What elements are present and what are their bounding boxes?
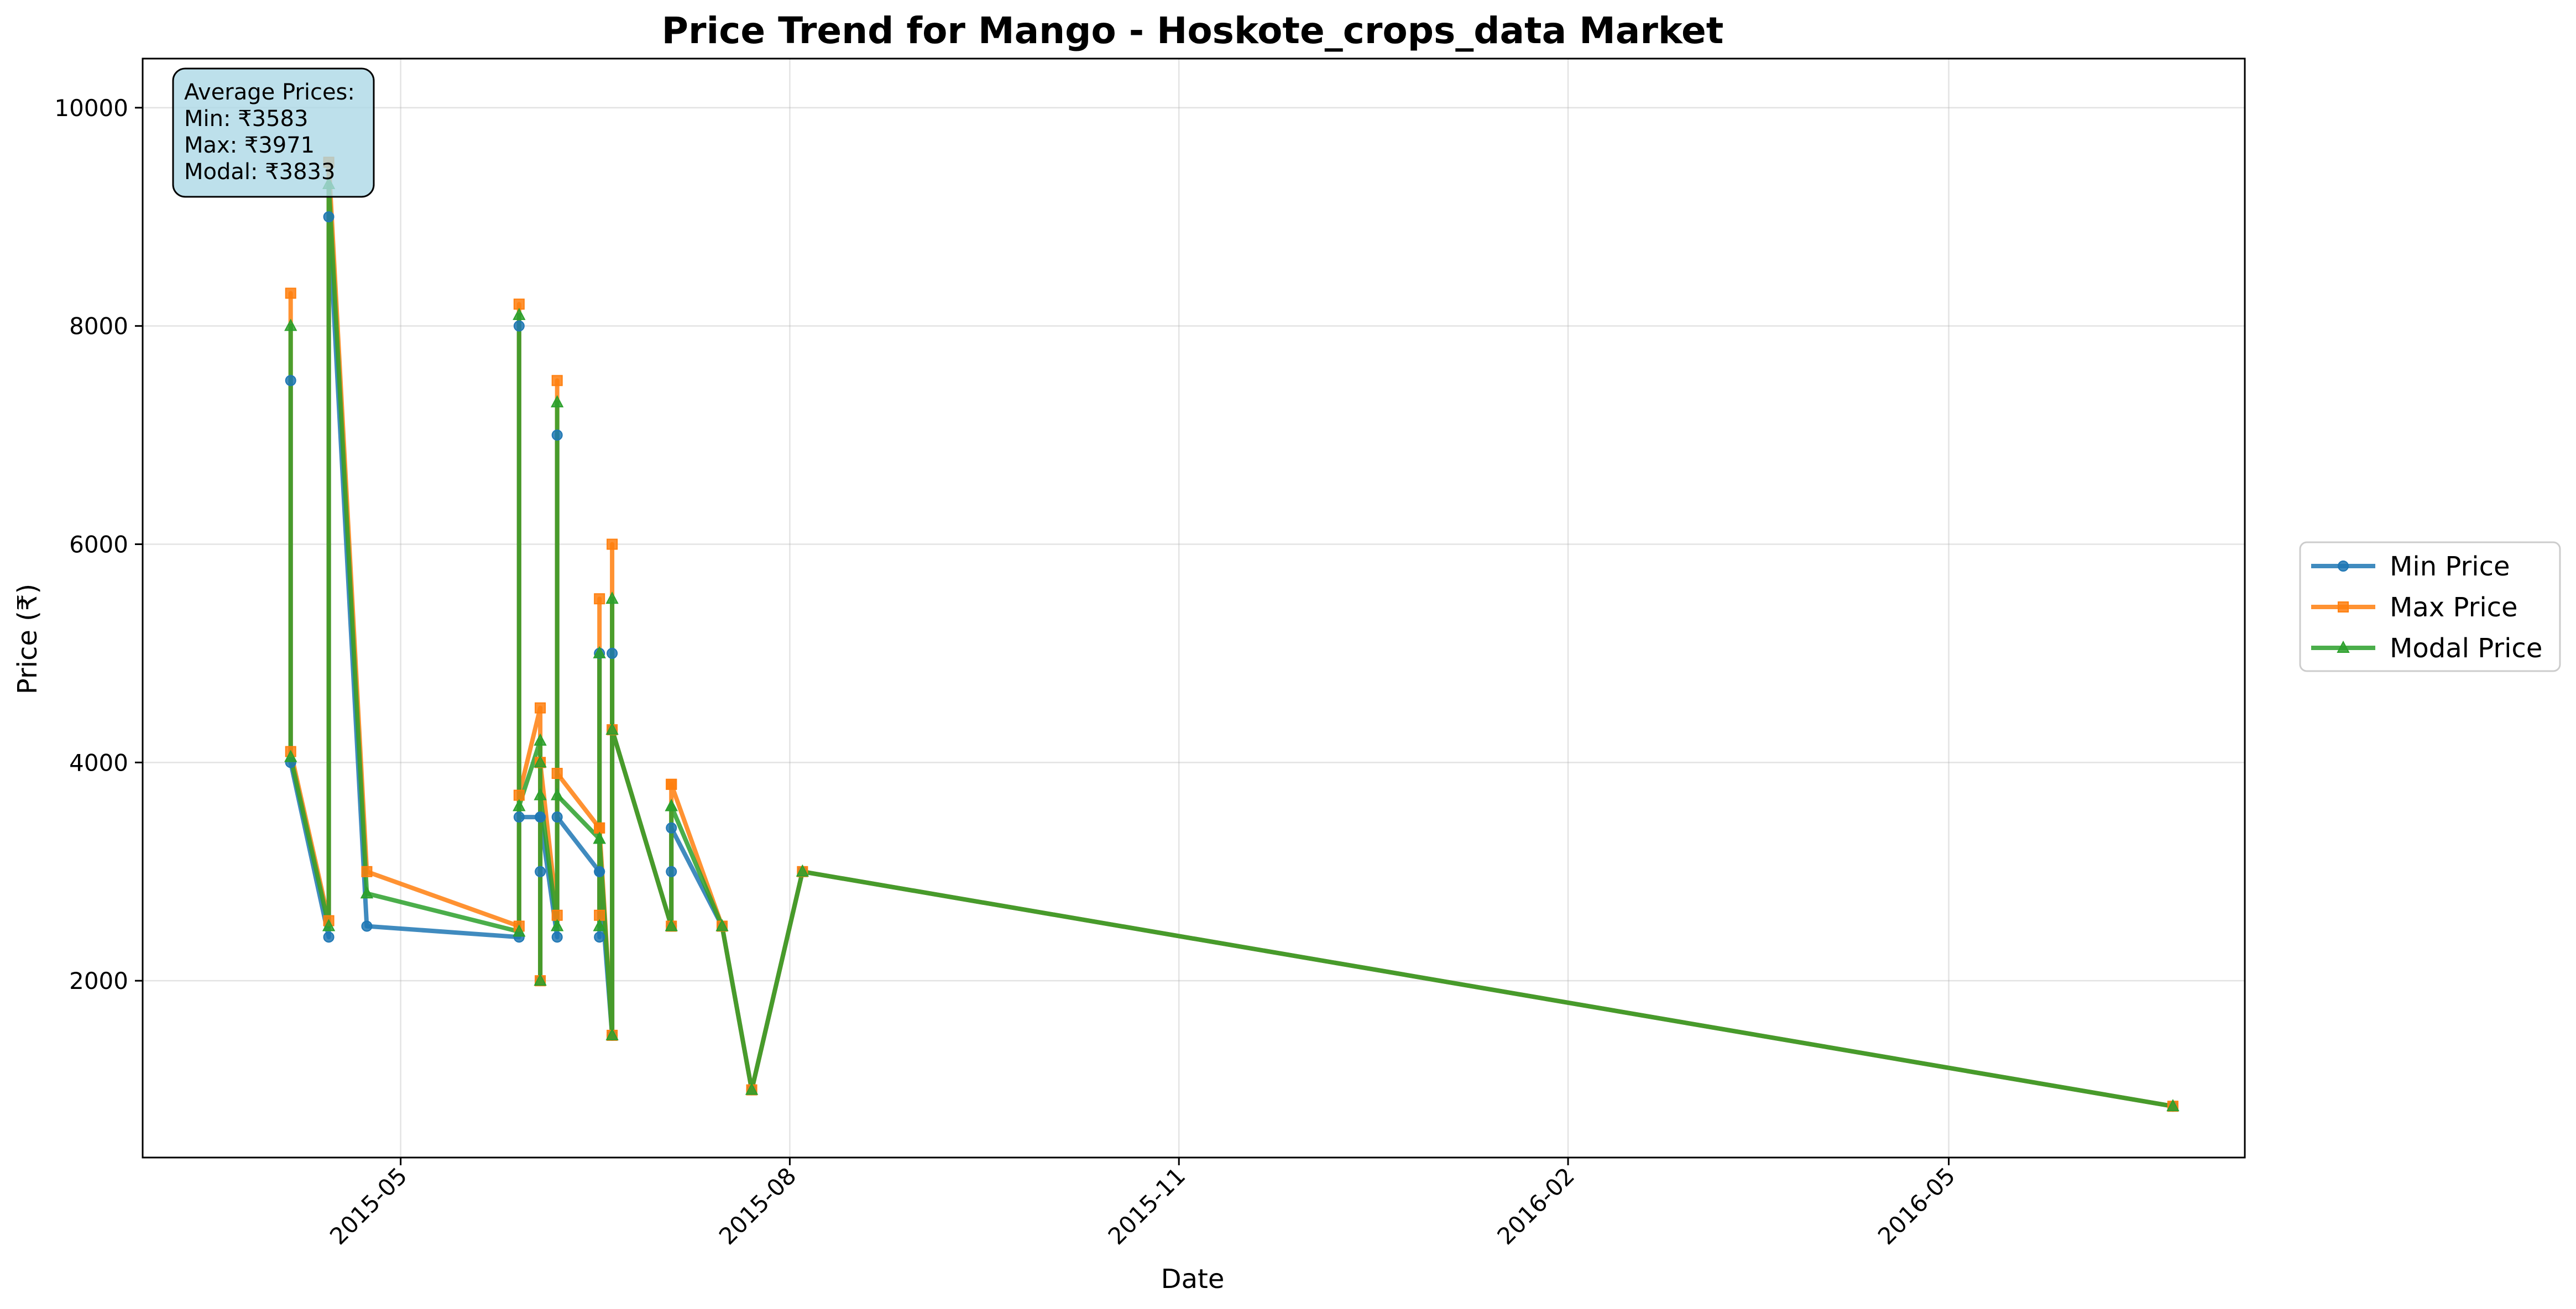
modal-price-point (513, 924, 526, 937)
legend-max-price-label: Max Price (2390, 592, 2518, 623)
min-price-point (594, 866, 605, 877)
plot-frame (142, 57, 2246, 1159)
y-tick-label: 10000 (54, 95, 128, 122)
min-price-point (535, 811, 546, 823)
modal-price-point (665, 919, 678, 931)
legend-box (2299, 541, 2561, 672)
max-price-point (361, 866, 373, 877)
average-modal-price: Modal: ₹3833 (184, 159, 335, 185)
legend: Min Price Max Price Modal Price (2299, 541, 2561, 672)
min-price-point (607, 647, 618, 659)
modal-price-point (534, 755, 547, 768)
average-prices-box: Average Prices: Min: ₹3583 Max: ₹3971 Mo… (172, 67, 375, 198)
modal-price-point (796, 864, 809, 877)
min-price-point (551, 430, 563, 441)
modal-price-point (513, 307, 526, 320)
y-tick-label: 4000 (69, 749, 128, 776)
modal-price-point (605, 591, 619, 604)
y-tick-label: 2000 (69, 967, 128, 994)
max-price-point (513, 789, 525, 801)
min-price-point (551, 811, 563, 823)
max-price-point (513, 299, 525, 310)
x-axis-label: Date (1161, 1264, 1225, 1295)
modal-price-point (534, 973, 547, 986)
modal-price-point (551, 788, 564, 800)
legend-modal-price-marker (2337, 640, 2350, 653)
average-max-price: Max: ₹3971 (184, 133, 315, 158)
min-price-point (666, 866, 677, 877)
modal-price-point (605, 1028, 619, 1040)
legend-max-price-marker (2338, 601, 2349, 612)
y-axis-label: Price (₹) (12, 584, 43, 694)
min-price-point (361, 920, 373, 932)
max-price-point (551, 375, 563, 386)
min-price-point (666, 822, 677, 834)
modal-price-point (593, 919, 606, 931)
modal-price-point (534, 788, 547, 800)
average-min-price: Min: ₹3583 (184, 106, 308, 132)
legend-modal-price-label: Modal Price (2390, 633, 2542, 664)
grid-lines (143, 59, 2245, 1158)
modal-price-point (665, 799, 678, 811)
modal-price-point (322, 919, 336, 931)
min-price-point (285, 375, 296, 386)
legend-min-price-label: Min Price (2390, 551, 2510, 582)
min-price-point (594, 931, 605, 943)
legend-min-price-marker (2338, 561, 2349, 572)
max-price-point (535, 702, 546, 714)
y-tick-label: 8000 (69, 313, 128, 340)
modal-price-point (2166, 1099, 2180, 1112)
min-price-point (551, 931, 563, 943)
min-price-point (513, 320, 525, 332)
average-prices-box-background (172, 67, 375, 198)
y-tick-label: 6000 (69, 531, 128, 558)
min-price-point (535, 866, 546, 877)
modal-price-point (745, 1082, 759, 1095)
modal-price-point (284, 750, 297, 762)
modal-price-point (551, 395, 564, 407)
chart-title: Price Trend for Mango - Hoskote_crops_da… (662, 9, 1724, 52)
modal-price-point (593, 646, 606, 658)
modal-price-point (513, 799, 526, 811)
max-price-point (285, 287, 296, 299)
min-price-point (323, 931, 335, 943)
min-price-point (323, 211, 335, 223)
modal-price-point (605, 722, 619, 735)
modal-price-point (284, 318, 297, 331)
modal-price-point (551, 919, 564, 931)
legend-items: Min Price Max Price Modal Price (2311, 551, 2542, 664)
max-price-point (594, 909, 605, 921)
series-markers (284, 156, 2180, 1112)
max-price-point (594, 593, 605, 605)
max-price-point (594, 822, 605, 834)
modal-price-point (360, 886, 374, 899)
max-price-point (666, 778, 677, 790)
max-price-point (607, 538, 618, 550)
average-prices-heading: Average Prices: (184, 80, 355, 105)
min-price-point (513, 811, 525, 823)
modal-price-point (534, 733, 547, 746)
modal-price-point (715, 919, 729, 931)
modal-price-point (593, 831, 606, 844)
max-price-point (551, 768, 563, 779)
max-price-point (551, 909, 563, 921)
